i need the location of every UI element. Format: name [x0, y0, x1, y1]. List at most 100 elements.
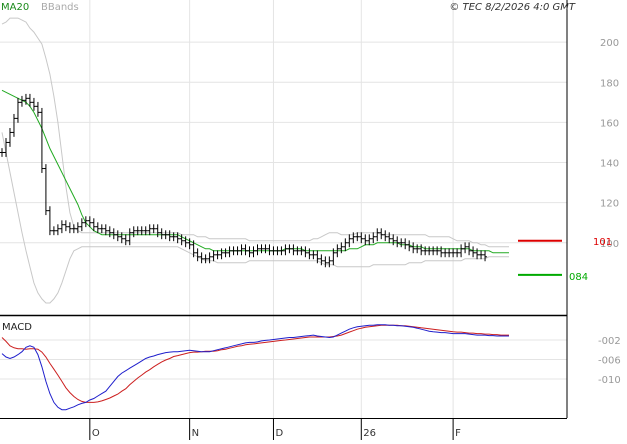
price-bar [219, 248, 224, 260]
price-bar [255, 244, 260, 256]
resistance-label: 101 [593, 237, 612, 248]
price-bar [331, 248, 336, 266]
macd-tick-label: -002 [598, 336, 621, 347]
price-bar [23, 93, 28, 105]
price-bar [87, 216, 92, 228]
price-bar [95, 222, 100, 234]
price-bar [231, 246, 236, 256]
price-bar [155, 224, 160, 238]
price-bar [303, 246, 308, 258]
price-bar [83, 216, 88, 228]
price-bar [123, 234, 128, 246]
price-bar [131, 226, 136, 238]
price-tick-label: 120 [600, 199, 619, 210]
price-bar [3, 138, 8, 157]
price-bar [119, 232, 124, 244]
price-bar [247, 246, 252, 258]
price-bar [323, 256, 328, 268]
price-bar [295, 246, 300, 256]
bbands-lower-line [1, 132, 509, 304]
price-bar [179, 234, 184, 246]
macd-tick-label: -006 [598, 355, 621, 366]
price-bar [359, 232, 364, 244]
price-bar [11, 113, 16, 137]
price-bar [375, 228, 380, 242]
price-bar [379, 228, 384, 240]
price-bar [383, 230, 388, 242]
price-bar [39, 107, 44, 173]
price-bars [0, 93, 488, 268]
price-bar [91, 218, 96, 232]
macd-line [1, 324, 509, 411]
price-bar [0, 148, 4, 157]
price-bar [355, 232, 360, 242]
price-bar [339, 242, 344, 254]
price-bar [311, 250, 316, 260]
price-bar [475, 248, 480, 260]
price-bar [395, 236, 400, 248]
price-bar [51, 226, 56, 236]
price-bar [75, 222, 80, 234]
price-bar [171, 232, 176, 242]
price-bar [151, 224, 156, 234]
price-bar [135, 226, 140, 236]
date-tick-label: D [275, 428, 283, 439]
price-bar [275, 246, 280, 256]
copyright-text: © TEC 8/2/2026 4:0 GMT [449, 2, 576, 13]
price-bar [267, 244, 272, 256]
price-bar [223, 248, 228, 258]
price-bar [15, 97, 20, 123]
price-bar [315, 250, 320, 264]
price-bar [235, 246, 240, 256]
date-tick-label: N [192, 428, 199, 439]
price-bar [183, 236, 188, 248]
price-bar [399, 238, 404, 248]
price-bar [279, 246, 284, 256]
price-bar [159, 228, 164, 240]
price-bar [263, 244, 268, 254]
price-bar [187, 238, 192, 250]
price-bar [451, 248, 456, 258]
date-tick-label: O [92, 428, 100, 439]
price-bar [207, 252, 212, 264]
price-bar [391, 234, 396, 246]
price-bar [447, 248, 452, 258]
price-bar [411, 242, 416, 254]
price-bar [251, 246, 256, 258]
price-bar [371, 232, 376, 244]
price-bar [103, 224, 108, 236]
price-bar [203, 254, 208, 264]
macd-tick-label: -010 [598, 375, 621, 386]
price-bar [47, 206, 52, 236]
price-bar [191, 240, 196, 258]
price-bar [147, 224, 152, 236]
price-bar [363, 234, 368, 246]
price-bar [67, 222, 72, 234]
price-bar [239, 244, 244, 256]
price-bar [55, 224, 60, 236]
price-bar [31, 97, 36, 111]
price-bar [19, 95, 24, 107]
price-bar [343, 238, 348, 252]
price-tick-label: 160 [600, 118, 619, 129]
price-bar [215, 250, 220, 260]
support-resistance-levels [518, 239, 562, 276]
date-tick-label: 26 [363, 428, 376, 439]
price-bar [291, 244, 296, 256]
price-bar [111, 228, 116, 240]
price-bar [227, 246, 232, 258]
price-bar [483, 250, 488, 262]
price-bar [271, 246, 276, 256]
price-bar [427, 246, 432, 256]
price-bar [387, 232, 392, 244]
support-label: 084 [569, 272, 588, 283]
bollinger-bands [1, 17, 509, 304]
chart-frame [0, 0, 568, 419]
price-bar [443, 248, 448, 258]
price-bar [243, 244, 248, 256]
price-bar [195, 248, 200, 262]
price-tick-label: 100 [600, 239, 619, 250]
price-bar [211, 250, 216, 262]
